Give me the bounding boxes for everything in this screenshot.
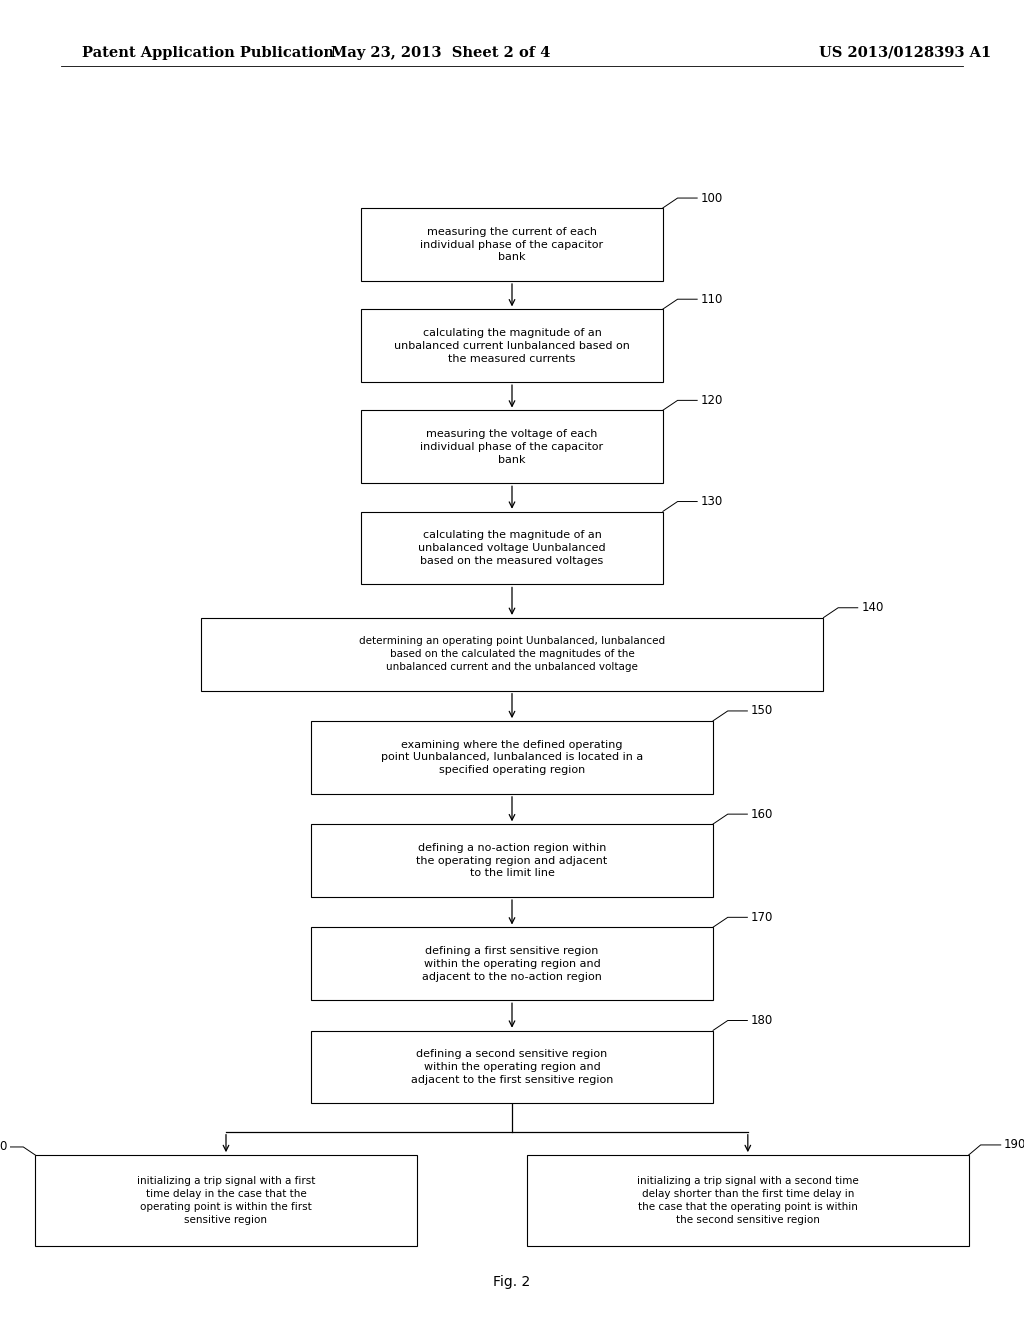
Bar (361, 209, 663, 281)
Text: defining a no-action region within
the operating region and adjacent
to the limi: defining a no-action region within the o… (417, 843, 607, 879)
Bar (361, 512, 663, 585)
Text: calculating the magnitude of an
unbalanced current Iunbalanced based on
the meas: calculating the magnitude of an unbalanc… (394, 327, 630, 363)
Text: 190': 190' (1004, 1138, 1024, 1151)
Bar (201, 618, 823, 690)
Text: measuring the voltage of each
individual phase of the capacitor
bank: measuring the voltage of each individual… (421, 429, 603, 465)
Text: 130: 130 (700, 495, 723, 508)
Text: US 2013/0128393 A1: US 2013/0128393 A1 (819, 46, 991, 59)
Text: 160: 160 (751, 808, 773, 821)
Text: initializing a trip signal with a second time
delay shorter than the first time : initializing a trip signal with a second… (637, 1176, 859, 1225)
Text: Fig. 2: Fig. 2 (494, 1275, 530, 1288)
Bar (527, 1155, 969, 1246)
Bar (311, 824, 713, 898)
Text: Patent Application Publication: Patent Application Publication (82, 46, 334, 59)
Text: 150: 150 (751, 705, 773, 718)
Text: initializing a trip signal with a first
time delay in the case that the
operatin: initializing a trip signal with a first … (137, 1176, 315, 1225)
Text: measuring the current of each
individual phase of the capacitor
bank: measuring the current of each individual… (421, 227, 603, 263)
Text: May 23, 2013  Sheet 2 of 4: May 23, 2013 Sheet 2 of 4 (331, 46, 550, 59)
Bar (361, 411, 663, 483)
Text: defining a first sensitive region
within the operating region and
adjacent to th: defining a first sensitive region within… (422, 946, 602, 982)
Text: 120: 120 (700, 393, 723, 407)
Bar (35, 1155, 417, 1246)
Text: defining a second sensitive region
within the operating region and
adjacent to t: defining a second sensitive region withi… (411, 1049, 613, 1085)
Bar (311, 721, 713, 793)
Text: 170: 170 (751, 911, 773, 924)
Bar (311, 928, 713, 1001)
Text: examining where the defined operating
point Uunbalanced, Iunbalanced is located : examining where the defined operating po… (381, 739, 643, 775)
Text: 180: 180 (751, 1014, 773, 1027)
Text: 190: 190 (0, 1140, 8, 1154)
Text: calculating the magnitude of an
unbalanced voltage Uunbalanced
based on the meas: calculating the magnitude of an unbalanc… (418, 531, 606, 566)
Text: 140: 140 (861, 601, 884, 614)
Text: 110: 110 (700, 293, 723, 306)
Bar (361, 309, 663, 383)
Bar (311, 1031, 713, 1104)
Text: determining an operating point Uunbalanced, Iunbalanced
based on the calculated : determining an operating point Uunbalanc… (359, 636, 665, 672)
Text: 100: 100 (700, 191, 723, 205)
